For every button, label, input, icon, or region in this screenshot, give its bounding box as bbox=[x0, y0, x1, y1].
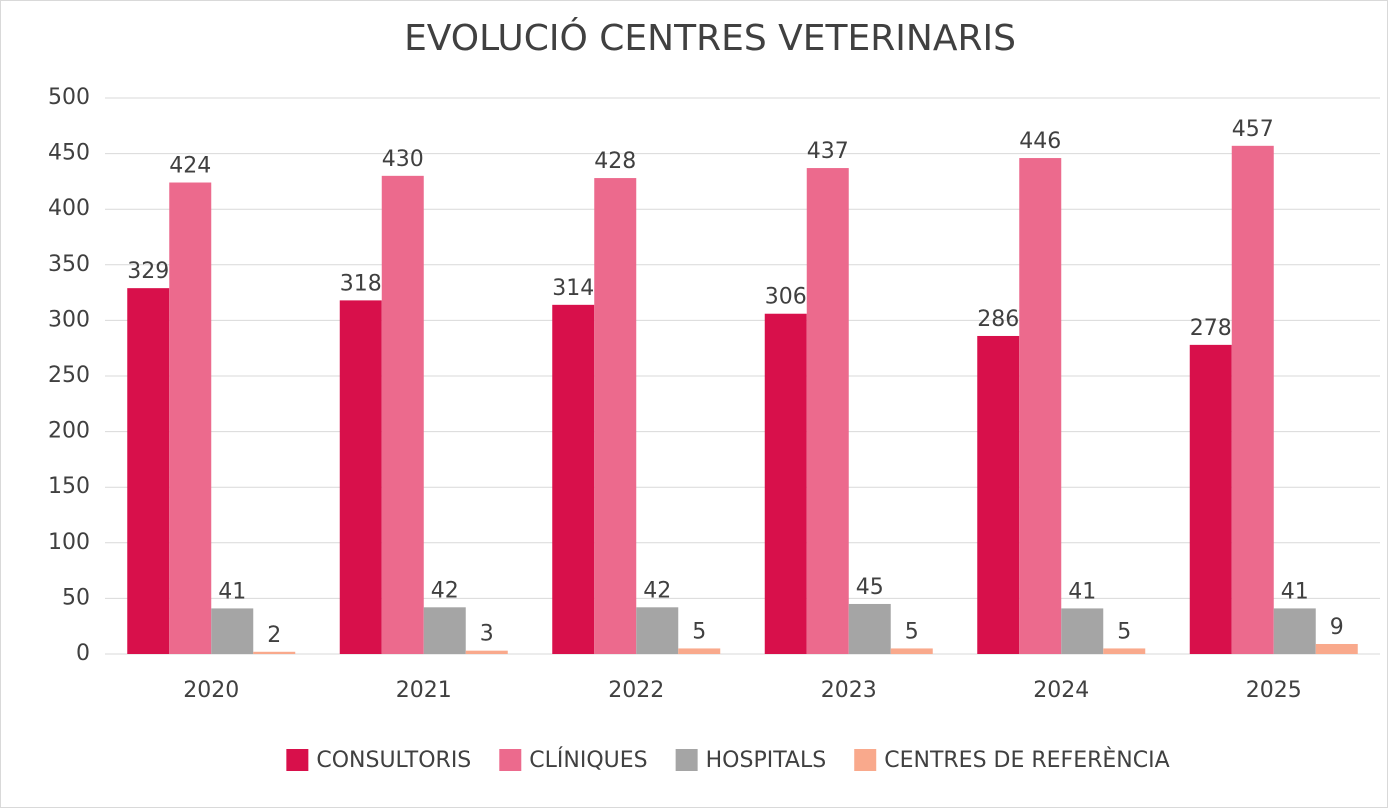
bar bbox=[977, 335, 1020, 654]
y-tick-label: 250 bbox=[48, 363, 90, 388]
value-label: 428 bbox=[594, 149, 636, 174]
legend-swatch bbox=[499, 749, 522, 771]
bar bbox=[211, 608, 254, 654]
value-label: 430 bbox=[382, 147, 424, 172]
bar bbox=[169, 182, 212, 654]
x-tick-label: 2021 bbox=[396, 678, 452, 703]
y-tick-label: 500 bbox=[48, 85, 90, 110]
value-label: 286 bbox=[977, 307, 1019, 332]
value-label: 306 bbox=[765, 285, 807, 310]
value-label: 329 bbox=[127, 259, 169, 284]
bar bbox=[127, 288, 170, 654]
x-tick-label: 2022 bbox=[608, 678, 664, 703]
value-label: 41 bbox=[1281, 579, 1309, 604]
x-tick-label: 2025 bbox=[1246, 678, 1302, 703]
bar bbox=[465, 650, 508, 654]
legend-swatch bbox=[854, 749, 877, 771]
value-label: 3 bbox=[480, 622, 494, 647]
bar bbox=[636, 607, 679, 654]
legend-label: CONSULTORIS bbox=[316, 748, 471, 773]
legend-swatch bbox=[286, 749, 309, 771]
value-label: 5 bbox=[692, 619, 706, 644]
bar bbox=[890, 648, 933, 654]
bar bbox=[381, 175, 424, 654]
x-tick-label: 2020 bbox=[183, 678, 239, 703]
value-label: 314 bbox=[552, 276, 594, 301]
bar bbox=[1315, 643, 1358, 654]
y-tick-label: 200 bbox=[48, 419, 90, 444]
value-label: 45 bbox=[856, 575, 884, 600]
bar bbox=[1189, 344, 1232, 654]
bar bbox=[678, 648, 721, 654]
y-tick-label: 100 bbox=[48, 530, 90, 555]
y-tick-label: 400 bbox=[48, 196, 90, 221]
bar bbox=[848, 603, 891, 654]
value-label: 424 bbox=[169, 154, 211, 179]
legend-label: CENTRES DE REFERÈNCIA bbox=[884, 747, 1169, 773]
value-label: 42 bbox=[431, 578, 459, 603]
x-tick-label: 2024 bbox=[1033, 678, 1089, 703]
value-label: 437 bbox=[807, 139, 849, 164]
y-tick-label: 50 bbox=[62, 585, 90, 610]
bar bbox=[1273, 608, 1316, 654]
bar bbox=[552, 304, 595, 654]
y-tick-label: 300 bbox=[48, 307, 90, 332]
x-tick-label: 2023 bbox=[821, 678, 877, 703]
bar bbox=[1061, 608, 1104, 654]
y-tick-label: 0 bbox=[76, 641, 90, 666]
chart-title: EVOLUCIÓ CENTRES VETERINARIS bbox=[404, 17, 1016, 59]
value-label: 318 bbox=[340, 271, 382, 296]
bar bbox=[423, 607, 466, 654]
legend-swatch bbox=[675, 749, 698, 771]
bar bbox=[253, 651, 296, 654]
bar bbox=[764, 313, 807, 654]
bar bbox=[1019, 158, 1062, 654]
value-label: 5 bbox=[905, 619, 919, 644]
bar bbox=[594, 178, 637, 654]
value-label: 446 bbox=[1019, 129, 1061, 154]
value-label: 2 bbox=[267, 623, 281, 648]
value-label: 41 bbox=[1068, 579, 1096, 604]
legend-label: CLÍNIQUES bbox=[529, 747, 647, 773]
bar bbox=[806, 168, 849, 654]
value-label: 457 bbox=[1232, 117, 1274, 142]
y-tick-label: 450 bbox=[48, 141, 90, 166]
value-label: 278 bbox=[1190, 316, 1232, 341]
bar bbox=[1231, 145, 1274, 655]
value-label: 9 bbox=[1330, 615, 1344, 640]
value-label: 41 bbox=[218, 579, 246, 604]
bar bbox=[339, 300, 382, 654]
value-label: 42 bbox=[643, 578, 671, 603]
y-tick-label: 150 bbox=[48, 474, 90, 499]
y-tick-label: 350 bbox=[48, 252, 90, 277]
bar bbox=[1103, 648, 1146, 654]
value-label: 5 bbox=[1117, 619, 1131, 644]
legend-label: HOSPITALS bbox=[706, 748, 827, 773]
